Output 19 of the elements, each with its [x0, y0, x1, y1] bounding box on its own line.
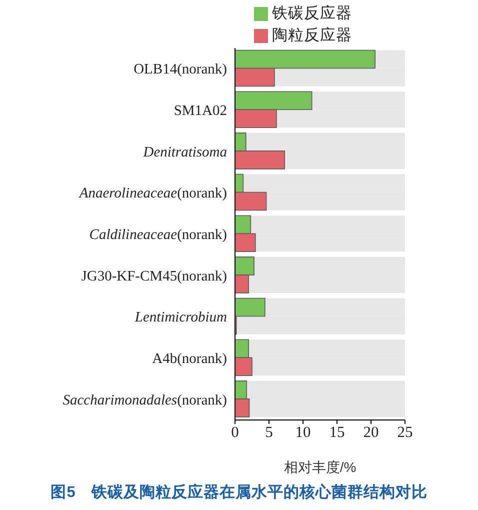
y-tick-label: Saccharimonadales(norank): [62, 392, 228, 408]
x-tick-label: 0: [231, 424, 240, 442]
text: 图5 铁碳及陶粒反应器在属水平的核心菌群结构对比: [50, 482, 428, 503]
y-tick-label: SM1A02: [174, 103, 227, 120]
legend-label: 铁碳反应器: [272, 5, 352, 22]
y-tick-label: Lentimicrobium: [134, 310, 227, 326]
y-tick-label: JG30-KF-CM45(norank): [81, 268, 228, 284]
x-tick-label: 5: [265, 424, 274, 442]
y-tick-label: Anaerolineaceae(norank): [78, 186, 228, 202]
x-tick-label: 15: [329, 424, 345, 442]
legend-label: 陶粒反应器: [272, 27, 352, 44]
x-tick-label: 25: [397, 424, 413, 442]
x-tick-label: 20: [363, 424, 379, 442]
y-tick-label: Denitratisoma: [142, 144, 227, 160]
y-tick-label: Caldilineaceae(norank): [89, 227, 228, 244]
x-tick-label: 10: [295, 424, 311, 442]
y-tick-label: OLB14(norank): [134, 62, 228, 78]
x-axis-title: 相对丰度/%: [284, 459, 356, 475]
y-tick-label: A4b(norank): [152, 351, 228, 368]
